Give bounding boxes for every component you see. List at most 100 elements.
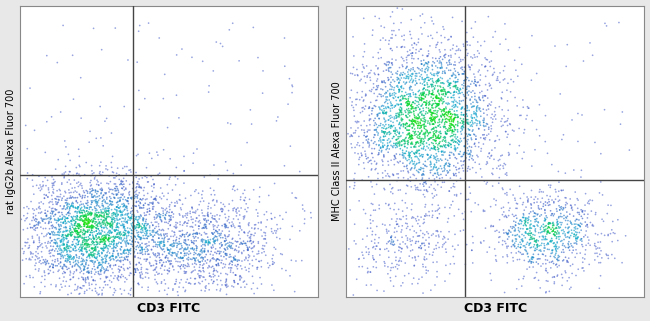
Point bbox=[112, 192, 122, 197]
Point bbox=[79, 222, 90, 227]
Point bbox=[91, 201, 101, 206]
Point bbox=[213, 177, 224, 182]
Point bbox=[142, 179, 153, 185]
Point bbox=[445, 164, 455, 169]
Point bbox=[48, 209, 58, 214]
Point bbox=[406, 166, 417, 171]
Point bbox=[174, 242, 184, 247]
Point bbox=[101, 242, 111, 247]
Point bbox=[567, 262, 578, 267]
Point bbox=[157, 247, 168, 252]
Point bbox=[154, 242, 164, 247]
Point bbox=[367, 33, 378, 38]
Point bbox=[541, 231, 552, 237]
Point bbox=[430, 56, 441, 61]
Point bbox=[490, 138, 501, 143]
Point bbox=[76, 229, 86, 234]
Point bbox=[136, 226, 147, 231]
Point bbox=[443, 169, 454, 175]
Point bbox=[571, 236, 581, 241]
Point bbox=[403, 76, 413, 81]
Point bbox=[402, 49, 413, 54]
Point bbox=[532, 242, 543, 247]
Point bbox=[126, 215, 136, 220]
Point bbox=[437, 80, 447, 85]
Point bbox=[72, 205, 82, 211]
Point bbox=[371, 162, 382, 167]
Point bbox=[211, 287, 222, 292]
Point bbox=[224, 232, 234, 238]
Point bbox=[199, 249, 209, 255]
Point bbox=[508, 255, 518, 260]
Point bbox=[398, 214, 408, 219]
Point bbox=[66, 232, 76, 237]
Point bbox=[519, 233, 529, 238]
Point bbox=[569, 225, 580, 230]
Point bbox=[143, 221, 153, 226]
Point bbox=[456, 118, 467, 123]
Point bbox=[43, 230, 53, 236]
Point bbox=[74, 209, 85, 214]
Point bbox=[95, 169, 105, 174]
Point bbox=[387, 32, 397, 37]
Point bbox=[486, 86, 497, 91]
Point bbox=[357, 264, 367, 269]
Point bbox=[105, 278, 115, 283]
Point bbox=[590, 241, 600, 246]
Point bbox=[159, 288, 170, 293]
Point bbox=[61, 221, 72, 226]
Point bbox=[179, 168, 189, 173]
Point bbox=[383, 239, 393, 245]
Point bbox=[94, 260, 105, 265]
Point bbox=[57, 182, 67, 187]
Point bbox=[508, 79, 519, 84]
Point bbox=[450, 139, 461, 144]
Point bbox=[484, 59, 495, 65]
Point bbox=[81, 246, 91, 251]
Point bbox=[257, 91, 268, 96]
Point bbox=[103, 212, 114, 217]
Point bbox=[593, 232, 603, 237]
Point bbox=[131, 204, 141, 209]
Point bbox=[489, 247, 500, 252]
Point bbox=[100, 206, 110, 211]
Point bbox=[229, 280, 240, 285]
Point bbox=[33, 251, 44, 256]
Point bbox=[534, 256, 544, 261]
Point bbox=[105, 255, 115, 260]
Point bbox=[198, 59, 208, 64]
Point bbox=[568, 213, 578, 219]
Point bbox=[371, 259, 382, 265]
Point bbox=[229, 248, 240, 253]
Point bbox=[88, 234, 98, 239]
Point bbox=[88, 223, 98, 229]
Point bbox=[179, 240, 190, 246]
Point bbox=[346, 141, 356, 146]
Point bbox=[175, 280, 185, 285]
Point bbox=[177, 243, 187, 248]
Point bbox=[133, 179, 143, 184]
Point bbox=[397, 117, 408, 122]
Point bbox=[419, 119, 430, 124]
Point bbox=[508, 232, 518, 238]
Point bbox=[392, 129, 402, 134]
Point bbox=[390, 129, 400, 134]
Point bbox=[431, 233, 441, 239]
Point bbox=[445, 150, 455, 155]
Point bbox=[560, 218, 571, 223]
Point bbox=[560, 225, 571, 230]
Point bbox=[455, 86, 465, 91]
Point bbox=[457, 126, 467, 132]
Point bbox=[69, 237, 79, 242]
Point bbox=[421, 179, 431, 184]
Point bbox=[463, 132, 474, 137]
Point bbox=[70, 288, 80, 293]
Point bbox=[457, 121, 467, 126]
Point bbox=[519, 221, 530, 226]
Point bbox=[452, 79, 463, 84]
Point bbox=[547, 247, 557, 253]
Point bbox=[28, 215, 38, 221]
Point bbox=[563, 245, 573, 250]
Point bbox=[88, 239, 98, 244]
Point bbox=[510, 222, 521, 228]
